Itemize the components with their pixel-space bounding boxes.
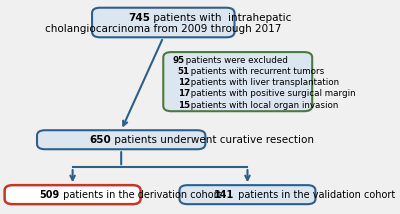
FancyBboxPatch shape (5, 185, 141, 204)
Text: 509: 509 (40, 190, 60, 200)
Text: 51: 51 (178, 67, 190, 76)
Text: 141: 141 (214, 190, 234, 200)
Text: patients were excluded: patients were excluded (183, 56, 288, 65)
Text: patients with  intrahepatic: patients with intrahepatic (150, 13, 292, 23)
Text: patients underwent curative resection: patients underwent curative resection (112, 135, 314, 145)
FancyBboxPatch shape (37, 130, 205, 149)
Text: patients in the derivation cohort: patients in the derivation cohort (60, 190, 221, 200)
Text: 15: 15 (178, 101, 190, 110)
FancyBboxPatch shape (180, 185, 316, 204)
Text: 650: 650 (90, 135, 112, 145)
Text: 745: 745 (128, 13, 150, 23)
Text: 12: 12 (178, 78, 190, 87)
Text: patients with positive surgical margin: patients with positive surgical margin (188, 89, 355, 98)
Text: patients with liver transplantation: patients with liver transplantation (188, 78, 339, 87)
Text: patients in the validation cohort: patients in the validation cohort (234, 190, 395, 200)
Text: 17: 17 (178, 89, 190, 98)
FancyBboxPatch shape (92, 8, 234, 37)
Text: cholangiocarcinoma from 2009 through 2017: cholangiocarcinoma from 2009 through 201… (45, 24, 282, 34)
FancyBboxPatch shape (163, 52, 312, 111)
Text: patients with local organ invasion: patients with local organ invasion (188, 101, 338, 110)
Text: 95: 95 (173, 56, 185, 65)
Text: patients with recurrent tumors: patients with recurrent tumors (188, 67, 324, 76)
